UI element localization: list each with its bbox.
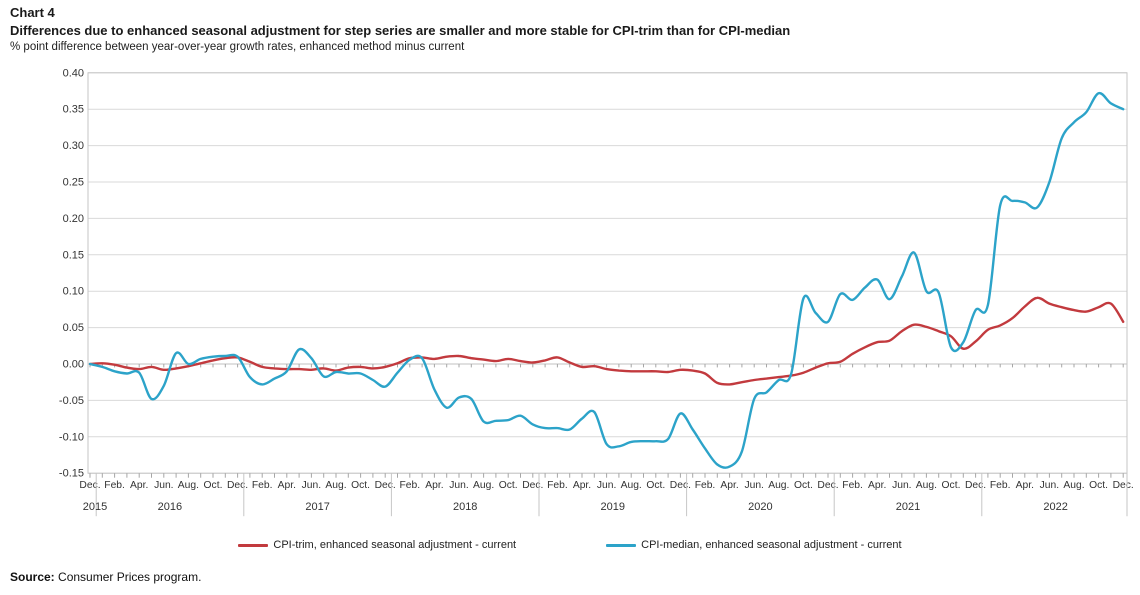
x-month-label: Apr. [720,480,738,491]
y-tick-label: -0.10 [59,431,84,443]
x-month-label: Apr. [868,480,886,491]
x-month-label: Jun. [892,480,911,491]
x-month-label: Dec. [1113,480,1134,491]
y-tick-label: 0.10 [63,286,84,298]
x-month-label: Feb. [547,480,568,491]
y-tick-label: -0.05 [59,395,84,407]
legend-item-cpi-median: CPI-median, enhanced seasonal adjustment… [606,539,902,551]
x-month-label: Apr. [130,480,148,491]
x-month-label: Feb. [104,480,125,491]
x-month-label: Apr. [425,480,443,491]
x-month-label: Aug. [768,480,789,491]
x-month-label: Jun. [744,480,763,491]
x-month-label: Oct. [499,480,518,491]
y-tick-label: 0.15 [63,249,84,261]
x-year-label: 2022 [1043,501,1067,513]
y-tick-label: 0.00 [63,359,84,371]
source-text: Consumer Prices program. [54,570,202,584]
plot-border [87,72,1128,474]
chart-title: Differences due to enhanced seasonal adj… [10,23,791,38]
x-month-label: Oct. [794,480,813,491]
x-month-label: Jun. [154,480,173,491]
y-tick-label: -0.15 [59,468,84,480]
chart-number: Chart 4 [10,5,55,20]
x-month-label: Aug. [473,480,494,491]
chart-header: Chart 4 Differences due to enhanced seas… [10,4,1130,55]
x-year-label: 2020 [748,501,772,513]
chart-legend: CPI-trim, enhanced seasonal adjustment -… [0,539,1140,551]
x-month-label: Apr. [1016,480,1034,491]
y-tick-label: 0.20 [63,213,84,225]
x-month-label: Aug. [178,480,199,491]
x-month-label: Dec. [522,480,543,491]
x-month-label: Dec. [965,480,986,491]
cpi-median-line-swatch [606,543,637,547]
x-month-label: Aug. [916,480,937,491]
x-year-label: 2021 [896,501,920,513]
legend-label-cpi-median: CPI-median, enhanced seasonal adjustment… [641,539,902,551]
x-year-label: 2016 [158,501,182,513]
x-month-label: Feb. [252,480,273,491]
x-month-label: Apr. [278,480,296,491]
x-month-label: Oct. [942,480,961,491]
x-month-label: Dec. [79,480,100,491]
x-month-label: Jun. [449,480,468,491]
x-month-label: Aug. [621,480,642,491]
source-note: Source: Consumer Prices program. [10,570,201,584]
x-month-label: Feb. [695,480,716,491]
x-year-label: 2015 [83,501,107,513]
x-month-label: Aug. [1063,480,1084,491]
x-year-label: 2018 [453,501,477,513]
legend-item-cpi-trim: CPI-trim, enhanced seasonal adjustment -… [238,539,516,551]
x-month-label: Oct. [1089,480,1108,491]
x-month-label: Aug. [325,480,346,491]
x-month-label: Feb. [842,480,863,491]
x-month-label: Apr. [573,480,591,491]
x-month-label: Jun. [302,480,321,491]
y-tick-label: 0.40 [63,67,84,79]
x-year-label: 2017 [305,501,329,513]
y-tick-label: 0.30 [63,140,84,152]
x-month-label: Dec. [375,480,396,491]
x-month-label: Oct. [646,480,665,491]
x-month-label: Dec. [817,480,838,491]
x-month-label: Jun. [597,480,616,491]
x-year-label: 2019 [601,501,625,513]
x-month-label: Oct. [204,480,223,491]
series-line-cpi-trim [88,296,1125,386]
x-month-label: Oct. [351,480,370,491]
y-tick-label: 0.05 [63,322,84,334]
x-month-label: Dec. [227,480,248,491]
x-month-label: Jun. [1040,480,1059,491]
x-month-label: Dec. [670,480,691,491]
y-tick-label: 0.35 [63,104,84,116]
x-month-label: Feb. [990,480,1011,491]
x-month-label: Feb. [399,480,420,491]
source-label: Source: [10,570,55,584]
cpi-trim-line-swatch [238,543,269,547]
series-line-cpi-median [88,91,1125,469]
chart-subtitle: % point difference between year-over-yea… [10,41,465,53]
y-tick-label: 0.25 [63,177,84,189]
legend-label-cpi-trim: CPI-trim, enhanced seasonal adjustment -… [273,539,517,551]
line-chart-plot-area: 0.40 0.35 0.30 0.25 0.20 0.15 0.10 0.05 0.00 -0.0… [59,67,1134,517]
